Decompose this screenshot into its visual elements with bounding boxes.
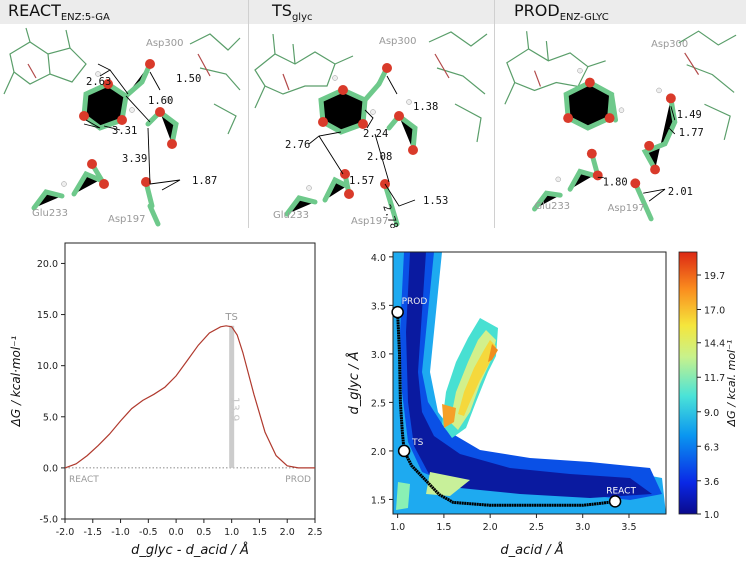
- panel-divider: [494, 0, 495, 228]
- x-tick-label: 1.0: [390, 522, 405, 533]
- colorbar-tick-label: 17.0: [704, 306, 725, 317]
- x-tick-label: 3.5: [621, 522, 636, 533]
- svg-text:1.57: 1.57: [349, 175, 374, 187]
- svg-text:Asp197: Asp197: [108, 214, 146, 225]
- free-energy-surface-map: 1.0 1.5 2.0 2.5 3.0 3.5 1.5 2.0 2.5 3.0 3.5 4.0 PRO…: [346, 251, 738, 558]
- y-tick-label: 5.0: [43, 412, 58, 423]
- x-tick-label: -2.0: [56, 527, 75, 538]
- colorbar: [678, 251, 698, 515]
- state-marker-ts: [397, 444, 411, 458]
- svg-text:1.49: 1.49: [677, 109, 702, 121]
- svg-text:1.38: 1.38: [413, 101, 438, 113]
- plot-frame: [64, 242, 316, 520]
- svg-text:Asp300: Asp300: [379, 36, 417, 47]
- x-tick-label: 3.0: [575, 522, 590, 533]
- panel-title-prod: PRODENZ-GLYC: [514, 1, 609, 24]
- react-label: REACT: [69, 475, 99, 485]
- svg-text:2.76: 2.76: [285, 139, 310, 151]
- y-tick-label: 3.5: [371, 301, 386, 312]
- svg-text:1.87: 1.87: [192, 175, 217, 187]
- x-tick-label: -0.5: [139, 527, 158, 538]
- x-tick-label: 2.0: [280, 527, 295, 538]
- ts-label: TS: [224, 312, 237, 323]
- panel-title-bar: [0, 0, 746, 24]
- y-tick-label: 20.0: [37, 259, 58, 270]
- state-marker-react: [608, 495, 622, 508]
- y-tick-label: 10.0: [37, 361, 58, 372]
- ts-structure: 1.38 2.24 2.76 2.08 1.57 2.78 1.53 Asp30…: [254, 31, 488, 228]
- x-tick-label: -1.5: [84, 527, 103, 538]
- prod-label: PROD: [285, 475, 311, 485]
- x-axis-label: d_glyc - d_acid / Å: [131, 542, 249, 558]
- svg-text:2.63: 2.63: [86, 76, 111, 88]
- x-tick-label: 2.5: [307, 527, 322, 538]
- colorbar-tick-label: 6.3: [704, 442, 719, 453]
- react-structure: 2.63 1.50 1.60 3.31 3.39 1.87 Asp300 Glu…: [3, 27, 241, 227]
- state-label: REACT: [606, 486, 636, 496]
- panel-title-react: REACTENZ:5-GA: [8, 1, 110, 24]
- plot-frame: [392, 251, 667, 515]
- x-tick-label: 2.5: [529, 522, 544, 533]
- x-tick-label: 2.0: [483, 522, 498, 533]
- colorbar-tick-label: 1.0: [704, 510, 719, 521]
- svg-text:3.39: 3.39: [122, 153, 147, 165]
- barrier-value: 13.9: [229, 397, 242, 422]
- svg-text:Glu233: Glu233: [273, 210, 309, 221]
- y-tick-label: 2.0: [371, 447, 386, 458]
- prod-structure: 1.49 1.77 1.80 2.01 Asp300 Glu233 Asp197: [504, 30, 737, 222]
- state-label: PROD: [402, 297, 428, 307]
- colorbar-tick-label: 3.6: [704, 477, 719, 488]
- svg-text:1.77: 1.77: [679, 127, 704, 139]
- svg-text:2.01: 2.01: [668, 186, 693, 198]
- x-tick-label: 1.5: [436, 522, 451, 533]
- svg-text:1.53: 1.53: [423, 195, 448, 207]
- min-energy-path: [396, 312, 616, 507]
- y-axis-label: d_glyc / Å: [346, 352, 362, 415]
- energy-curve: [64, 325, 315, 469]
- svg-text:Glu233: Glu233: [32, 208, 68, 219]
- state-marker-prod: [391, 305, 404, 319]
- colorbar-tick-label: 19.7: [704, 271, 725, 282]
- svg-text:Asp300: Asp300: [146, 38, 184, 49]
- colorbar-tick-label: 11.7: [704, 373, 725, 384]
- x-tick-label: 0.5: [196, 527, 211, 538]
- panel-title-ts: TSglyc: [272, 1, 313, 24]
- svg-text:Asp300: Asp300: [651, 39, 688, 50]
- x-tick-label: 1.0: [224, 527, 239, 538]
- y-tick-label: 3.0: [371, 350, 386, 361]
- y-tick-label: 1.5: [371, 495, 386, 506]
- colorbar-tick-label: 9.0: [704, 408, 719, 419]
- x-tick-label: 0.0: [169, 527, 184, 538]
- y-axis-label: ΔG / kcal·mol⁻¹: [9, 335, 23, 427]
- svg-text:3.31: 3.31: [112, 125, 137, 137]
- svg-text:1.60: 1.60: [148, 95, 173, 107]
- panel-divider: [248, 0, 249, 228]
- colorbar-tick-label: 14.4: [704, 339, 725, 350]
- svg-text:2.08: 2.08: [367, 151, 392, 163]
- y-tick-label: 2.5: [371, 398, 386, 409]
- x-tick-label: -1.0: [111, 527, 130, 538]
- y-tick-label: 4.0: [371, 253, 386, 264]
- svg-text:1.50: 1.50: [176, 73, 201, 85]
- svg-text:Asp197: Asp197: [608, 203, 645, 214]
- y-tick-label: 15.0: [37, 310, 58, 321]
- svg-text:Glu233: Glu233: [535, 201, 571, 212]
- state-label: TS: [411, 438, 423, 448]
- colorbar-label: ΔG / kcal. mol⁻¹: [725, 340, 738, 428]
- y-tick-label: -5.0: [39, 515, 58, 526]
- free-energy-profile-chart: -2.0 -1.5 -1.0 -0.5 0.0 0.5 1.0 1.5 2.0 2.5 -5.0 0.…: [9, 242, 323, 558]
- svg-text:1.80: 1.80: [603, 176, 628, 188]
- x-axis-label: d_acid / Å: [500, 542, 563, 558]
- svg-text:Asp197: Asp197: [351, 216, 389, 227]
- x-tick-label: 1.5: [252, 527, 267, 538]
- energy-surface: [393, 252, 666, 514]
- y-tick-label: 0.0: [43, 463, 58, 474]
- svg-text:2.24: 2.24: [363, 128, 388, 140]
